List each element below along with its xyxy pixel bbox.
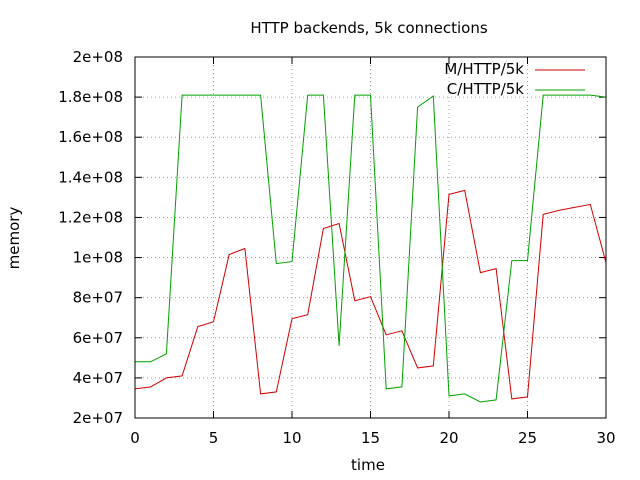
x-axis-label: time [351,456,385,474]
series-lines [134,94,607,403]
x-tick-label: 25 [518,429,537,447]
y-tick-label: 1e+08 [73,249,123,267]
legend-label-m-http: M/HTTP/5k [444,60,524,78]
x-tick-label: 10 [282,429,301,447]
chart-title: HTTP backends, 5k connections [250,19,488,37]
y-tick-label: 1.6e+08 [58,128,123,146]
y-axis-label: memory [5,207,23,270]
x-tick-labels: 0 5 10 15 20 25 30 [130,429,615,447]
legend-label-c-http: C/HTTP/5k [447,80,525,98]
x-tick-label: 30 [596,429,615,447]
x-tick-label: 0 [130,429,140,447]
y-tick-label: 2e+07 [73,409,123,427]
y-tick-label: 6e+07 [73,329,123,347]
grid [135,57,606,418]
x-tick-label: 15 [361,429,380,447]
y-tick-label: 2e+08 [73,48,123,66]
y-tick-label: 1.4e+08 [58,168,123,186]
x-tick-label: 5 [209,429,219,447]
series-line-m-http [134,189,607,400]
y-tick-label: 1.8e+08 [58,88,123,106]
legend: M/HTTP/5k C/HTTP/5k [444,60,585,98]
y-tick-labels: 2e+07 4e+07 6e+07 8e+07 1e+08 1.2e+08 1.4e+08 1… [58,48,123,427]
x-tick-label: 20 [439,429,458,447]
series-line-c-http [135,94,607,403]
y-tick-label: 8e+07 [73,289,123,307]
plot-frame [134,56,607,419]
y-tick-label: 4e+07 [73,369,123,387]
y-tick-label: 1.2e+08 [58,208,123,226]
